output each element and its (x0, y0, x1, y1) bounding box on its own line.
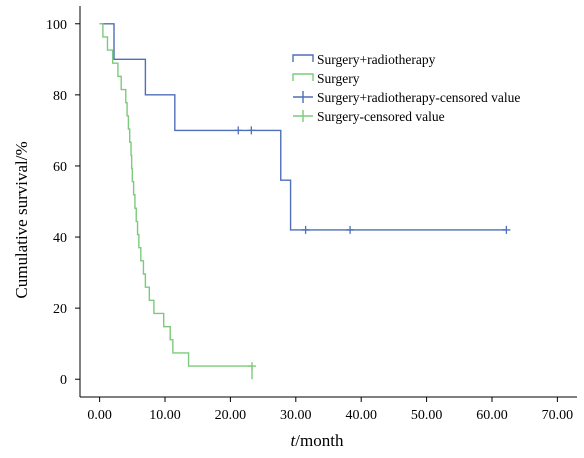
x-tick-label: 60.00 (476, 408, 508, 423)
y-tick-label: 100 (46, 18, 67, 33)
legend: Surgery+radiotherapy Surgery Surgery+radio… (292, 52, 520, 124)
series-line-surgery (99, 23, 253, 380)
y-tick-label: 20 (53, 302, 67, 317)
censor-mark-surgery (247, 362, 256, 371)
y-tick-label: 80 (53, 89, 67, 104)
y-axis-label: Cumulative survival/% (12, 141, 31, 298)
legend-swatch-censor (293, 91, 313, 103)
legend-label: Surgery+radiotherapy (317, 52, 436, 67)
censor-mark-surgery-radiotherapy (346, 225, 355, 234)
censor-mark-surgery-radiotherapy (301, 225, 310, 234)
censor-mark-surgery-radiotherapy (247, 126, 256, 135)
x-tick-label: 70.00 (542, 408, 574, 423)
axes-layer: 0 20 40 60 80 100 0.00 10.00 20.00 30.00 40.00 50.0… (46, 6, 577, 423)
y-tick-label: 40 (53, 231, 67, 246)
x-axis-label-italic: t (291, 431, 297, 450)
x-tick-label: 30.00 (280, 408, 312, 423)
x-axis-label-rest: /month (295, 431, 344, 450)
series-layer (99, 23, 511, 380)
censor-mark-surgery-radiotherapy (234, 126, 243, 135)
legend-label: Surgery (317, 71, 360, 86)
legend-label: Surgery-censored value (317, 109, 445, 124)
censor-mark-surgery-radiotherapy (502, 225, 511, 234)
x-axis-label: t/month (291, 431, 344, 450)
legend-swatch-censor (293, 110, 313, 122)
legend-label: Surgery+radiotherapy-censored value (317, 90, 520, 105)
legend-swatch-step (292, 73, 314, 81)
x-tick-label: 50.00 (411, 408, 443, 423)
series-line-surgery-radiotherapy (99, 23, 507, 231)
x-tick-label: 40.00 (345, 408, 377, 423)
x-tick-label: 10.00 (149, 408, 181, 423)
legend-swatch-step (292, 54, 314, 62)
y-tick-label: 60 (53, 160, 67, 175)
y-tick-label: 0 (60, 373, 67, 388)
x-tick-label: 0.00 (87, 408, 112, 423)
x-tick-label: 20.00 (215, 408, 247, 423)
